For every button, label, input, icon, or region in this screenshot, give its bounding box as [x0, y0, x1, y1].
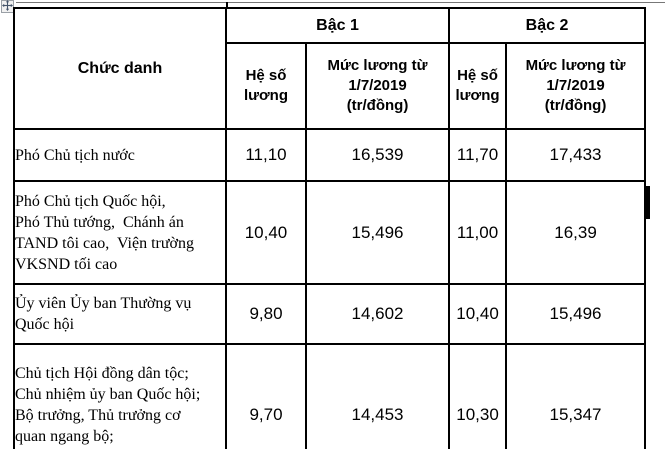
bac2-muc-luong-cell[interactable]: 15,347	[505, 343, 647, 449]
bac1-he-so-cell[interactable]: 11,10	[225, 128, 307, 182]
text-cursor	[645, 186, 650, 219]
row-title[interactable]: Phó Chủ tịch nước	[13, 128, 227, 182]
move-arrows-icon	[2, 0, 13, 16]
bac2-muc-luong-cell[interactable]: 17,433	[505, 128, 647, 182]
header-bac-1[interactable]: Bậc 1	[224, 7, 451, 44]
bac1-muc-luong-cell[interactable]: 14,602	[304, 283, 451, 345]
row-title[interactable]: Chủ tịch Hội đồng dân tộc; Chủ nhiệm ủy …	[13, 343, 227, 449]
bac2-he-so-cell[interactable]: 10,40	[448, 283, 508, 345]
row-title[interactable]: Ủy viên Ủy ban Thường vụ Quốc hội	[13, 283, 227, 345]
text-boundary-line	[16, 2, 665, 3]
table-row: Phó Chủ tịch Quốc hội, Phó Thủ tướng, Ch…	[13, 180, 647, 285]
table-row: Ủy viên Ủy ban Thường vụ Quốc hội 9,80 1…	[13, 283, 647, 345]
table-move-handle[interactable]	[1, 0, 14, 13]
bac1-he-so-cell[interactable]: 9,80	[225, 283, 307, 345]
header-bac-2[interactable]: Bậc 2	[448, 7, 647, 44]
row-title[interactable]: Phó Chủ tịch Quốc hội, Phó Thủ tướng, Ch…	[13, 180, 227, 285]
header-chuc-danh[interactable]: Chức danh	[13, 7, 227, 130]
header-bac2-muc-luong[interactable]: Mức lương từ 1/7/2019 (tr/đồng)	[505, 42, 647, 130]
bac1-muc-luong-cell[interactable]: 14,453	[304, 343, 451, 449]
salary-table: Chức danh Bậc 1 Bậc 2 Hệ số lương Mức lư…	[13, 7, 647, 449]
bac1-he-so-cell[interactable]: 9,70	[225, 343, 307, 449]
bac2-he-so-cell[interactable]: 10,30	[448, 343, 508, 449]
table-row: Phó Chủ tịch nước 11,10 16,539 11,70 17,…	[13, 128, 647, 182]
bac1-muc-luong-cell[interactable]: 15,496	[304, 180, 451, 285]
table-row: Chủ tịch Hội đồng dân tộc; Chủ nhiệm ủy …	[13, 343, 647, 449]
header-bac1-muc-luong[interactable]: Mức lương từ 1/7/2019 (tr/đồng)	[304, 42, 451, 130]
column-border-tick	[226, 2, 228, 9]
bac2-muc-luong-cell[interactable]: 15,496	[505, 283, 647, 345]
header-bac2-he-so-luong[interactable]: Hệ số lương	[448, 42, 508, 130]
bac1-muc-luong-cell[interactable]: 16,539	[304, 128, 451, 182]
bac2-he-so-cell[interactable]: 11,70	[448, 128, 508, 182]
bac2-he-so-cell[interactable]: 11,00	[448, 180, 508, 285]
header-bac1-he-so-luong[interactable]: Hệ số lương	[225, 42, 307, 130]
bac1-he-so-cell[interactable]: 10,40	[225, 180, 307, 285]
bac2-muc-luong-cell[interactable]: 16,39	[505, 180, 647, 285]
